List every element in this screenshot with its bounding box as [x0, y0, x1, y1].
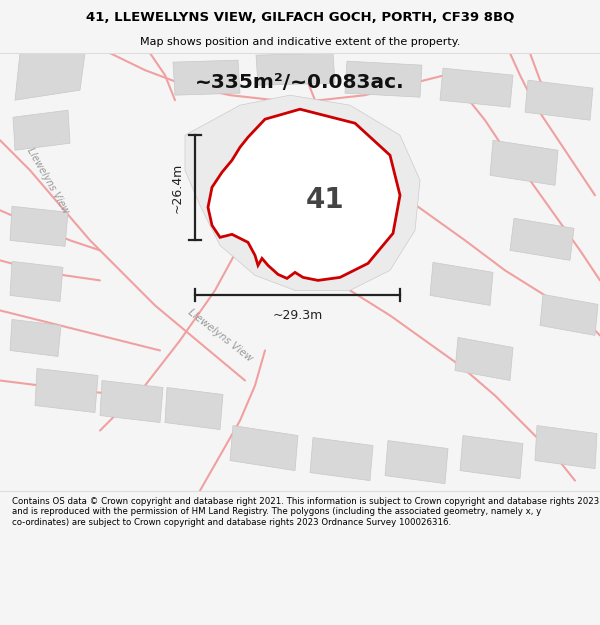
- Text: 41, LLEWELLYNS VIEW, GILFACH GOCH, PORTH, CF39 8BQ: 41, LLEWELLYNS VIEW, GILFACH GOCH, PORTH…: [86, 11, 514, 24]
- Polygon shape: [455, 338, 513, 381]
- Polygon shape: [10, 206, 68, 246]
- Polygon shape: [430, 262, 493, 306]
- Polygon shape: [230, 426, 298, 471]
- Polygon shape: [10, 261, 63, 301]
- Polygon shape: [256, 53, 335, 85]
- Text: ~26.4m: ~26.4m: [170, 162, 184, 213]
- Text: Llewelyns View: Llewelyns View: [25, 146, 71, 215]
- Polygon shape: [440, 68, 513, 107]
- Polygon shape: [510, 218, 574, 261]
- Polygon shape: [490, 140, 558, 185]
- Polygon shape: [35, 369, 98, 413]
- Polygon shape: [540, 294, 598, 336]
- Polygon shape: [15, 53, 85, 100]
- Text: ~335m²/~0.083ac.: ~335m²/~0.083ac.: [195, 72, 405, 92]
- Polygon shape: [385, 441, 448, 484]
- Polygon shape: [310, 438, 373, 481]
- Polygon shape: [100, 381, 163, 423]
- Text: Llewelyns View: Llewelyns View: [186, 308, 254, 364]
- Text: Contains OS data © Crown copyright and database right 2021. This information is : Contains OS data © Crown copyright and d…: [12, 497, 599, 527]
- Polygon shape: [185, 95, 420, 291]
- Polygon shape: [345, 61, 422, 97]
- Polygon shape: [13, 110, 70, 150]
- Polygon shape: [10, 319, 61, 356]
- Polygon shape: [165, 388, 223, 429]
- Text: ~29.3m: ~29.3m: [272, 309, 323, 322]
- Polygon shape: [208, 109, 400, 281]
- Polygon shape: [173, 60, 240, 95]
- Polygon shape: [525, 80, 593, 120]
- Text: 41: 41: [305, 186, 344, 214]
- Text: Map shows position and indicative extent of the property.: Map shows position and indicative extent…: [140, 38, 460, 47]
- Polygon shape: [535, 426, 597, 469]
- Polygon shape: [460, 436, 523, 479]
